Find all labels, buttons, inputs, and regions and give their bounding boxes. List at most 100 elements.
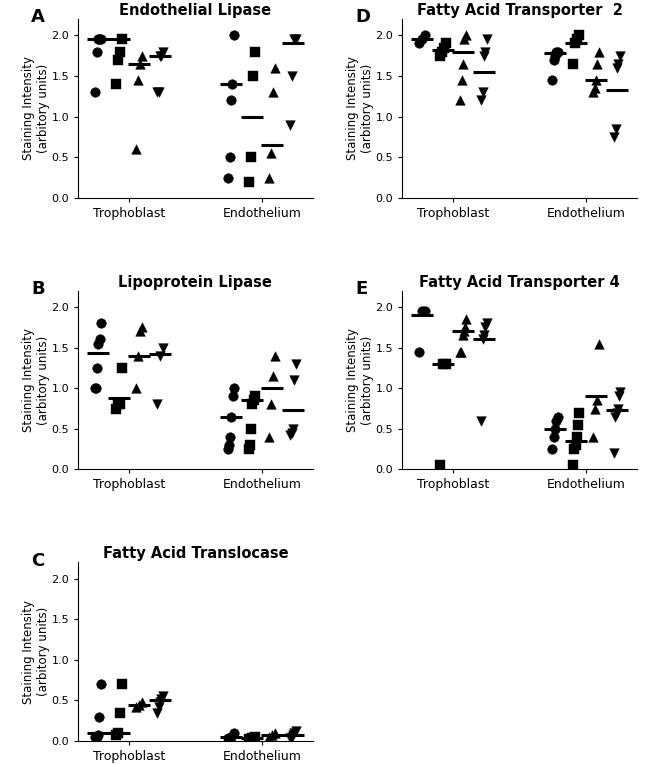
Title: Lipoprotein Lipase: Lipoprotein Lipase xyxy=(118,274,272,290)
Point xyxy=(417,305,427,317)
Point xyxy=(438,358,448,370)
Point xyxy=(590,82,600,94)
Point xyxy=(90,86,100,99)
Point xyxy=(131,382,141,394)
Point xyxy=(245,439,255,452)
Text: B: B xyxy=(31,280,45,298)
Point xyxy=(610,410,621,422)
Point xyxy=(136,321,147,333)
Point xyxy=(246,422,257,435)
Point xyxy=(250,731,260,743)
Point xyxy=(114,46,125,58)
Point xyxy=(615,50,625,62)
Point xyxy=(479,329,489,342)
Point xyxy=(244,176,254,188)
Y-axis label: Staining Intensity
(arbitory units): Staining Intensity (arbitory units) xyxy=(346,328,374,432)
Point xyxy=(482,34,492,46)
Point xyxy=(156,50,166,62)
Point xyxy=(476,94,487,106)
Point xyxy=(285,118,295,131)
Point xyxy=(96,34,106,46)
Point xyxy=(136,696,147,708)
Point xyxy=(114,398,125,410)
Point xyxy=(92,46,102,58)
Point xyxy=(92,731,102,743)
Point xyxy=(227,78,237,90)
Title: Fatty Acid Translocase: Fatty Acid Translocase xyxy=(103,546,288,562)
Point xyxy=(247,398,257,410)
Point xyxy=(114,707,125,719)
Point xyxy=(285,732,295,744)
Point xyxy=(264,431,274,443)
Point xyxy=(270,350,280,362)
Point xyxy=(547,443,558,455)
Point xyxy=(250,46,260,58)
Point xyxy=(291,34,301,46)
Point xyxy=(592,57,603,70)
Point xyxy=(94,338,104,350)
Point xyxy=(480,46,491,58)
Point xyxy=(133,74,143,86)
Point xyxy=(155,696,165,708)
Point xyxy=(591,74,601,86)
Point xyxy=(94,34,105,46)
Point xyxy=(153,701,164,713)
Point xyxy=(250,390,260,403)
Point xyxy=(224,439,235,452)
Point xyxy=(270,62,280,74)
Point xyxy=(441,37,451,50)
Point xyxy=(439,41,449,53)
Point xyxy=(458,325,469,338)
Point xyxy=(289,727,300,739)
Point xyxy=(131,143,141,155)
Point xyxy=(111,403,122,415)
Point xyxy=(152,86,162,99)
Point xyxy=(461,29,471,41)
Point xyxy=(593,338,604,350)
Title: Fatty Acid Transporter  2: Fatty Acid Transporter 2 xyxy=(417,3,623,18)
Point xyxy=(414,345,424,358)
Point xyxy=(569,443,580,455)
Point xyxy=(593,46,604,58)
Point xyxy=(113,398,124,410)
Point xyxy=(93,34,103,46)
Point xyxy=(460,34,470,46)
Point xyxy=(268,370,278,382)
Point xyxy=(288,422,298,435)
Text: D: D xyxy=(355,8,370,27)
Point xyxy=(480,321,491,333)
Point xyxy=(153,86,164,99)
Y-axis label: Staining Intensity
(arbitory units): Staining Intensity (arbitory units) xyxy=(22,57,50,160)
Point xyxy=(291,725,301,737)
Point xyxy=(90,382,100,394)
Point xyxy=(568,459,578,471)
Point xyxy=(90,731,100,743)
Point xyxy=(456,345,467,358)
Point xyxy=(91,382,101,394)
Point xyxy=(223,443,233,455)
Point xyxy=(609,447,619,459)
Point xyxy=(417,34,427,46)
Point xyxy=(116,678,127,691)
Point xyxy=(288,728,298,740)
Point xyxy=(228,29,239,41)
Point xyxy=(111,730,122,742)
Point xyxy=(458,329,468,342)
Point xyxy=(289,374,300,387)
Point xyxy=(615,386,625,398)
Point xyxy=(437,46,447,58)
Point xyxy=(476,415,487,427)
Point xyxy=(482,317,492,329)
Point xyxy=(116,362,127,374)
Title: Fatty Acid Transporter 4: Fatty Acid Transporter 4 xyxy=(419,274,620,290)
Point xyxy=(135,57,145,70)
Point xyxy=(244,733,254,745)
Point xyxy=(285,429,295,442)
Point xyxy=(478,333,488,345)
Point xyxy=(157,46,168,58)
Point xyxy=(247,732,257,744)
Point xyxy=(116,34,127,46)
Text: E: E xyxy=(355,280,367,298)
Point xyxy=(268,86,278,99)
Point xyxy=(458,57,468,70)
